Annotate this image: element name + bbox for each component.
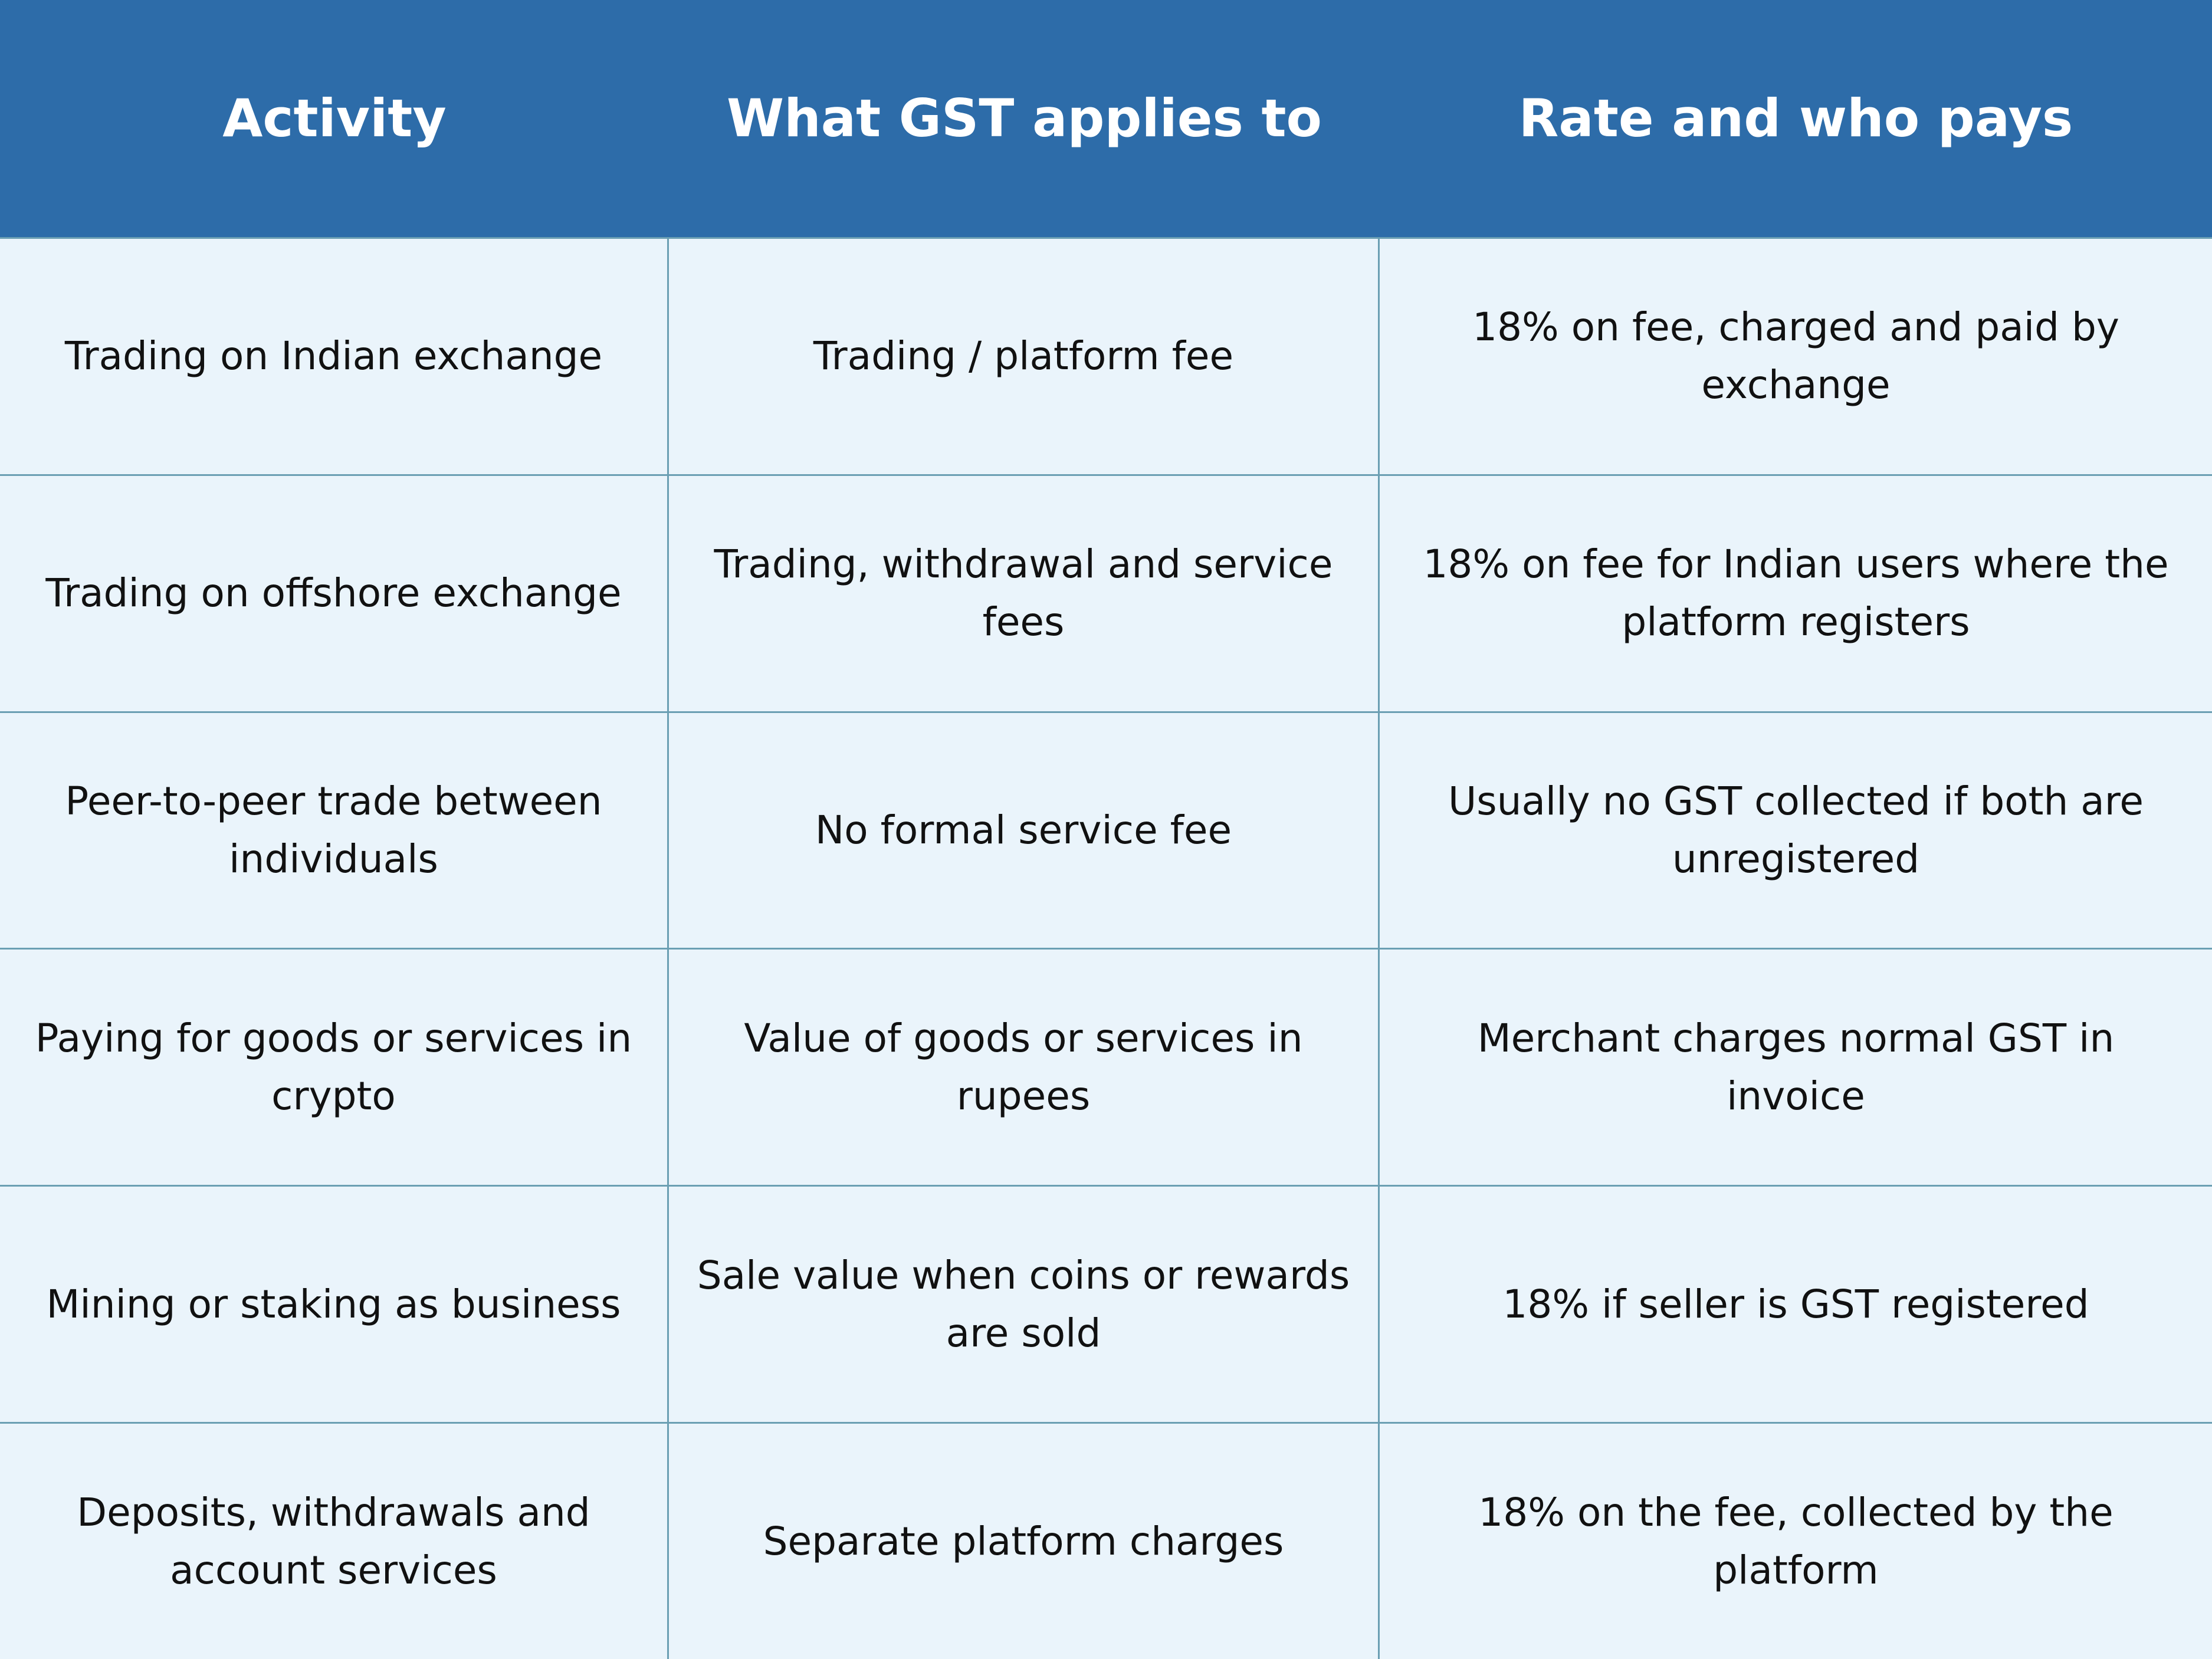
table-cell: Deposits, withdrawals and account servic… (0, 1422, 669, 1659)
column-header: Rate and who pays (1380, 0, 2212, 237)
table-cell: 18% on the fee, collected by the platfor… (1380, 1422, 2212, 1659)
table-cell: 18% on fee, charged and paid by exchange (1380, 236, 2212, 474)
table-cell: Mining or staking as business (0, 1185, 669, 1423)
table-cell: Trading / platform fee (669, 236, 1380, 474)
table-cell: Trading on offshore exchange (0, 474, 669, 711)
table-cell: Peer-to-peer trade between individuals (0, 711, 669, 948)
table-cell: Sale value when coins or rewards are sol… (669, 1185, 1380, 1423)
table-cell: Separate platform charges (669, 1422, 1380, 1659)
column-header: What GST applies to (669, 0, 1380, 237)
table-cell: No formal service fee (669, 711, 1380, 948)
table-cell: 18% if seller is GST registered (1380, 1185, 2212, 1423)
table-cell: Usually no GST collected if both are unr… (1380, 711, 2212, 948)
column-header: Activity (0, 0, 669, 237)
table-cell: Trading on Indian exchange (0, 236, 669, 474)
table-cell: Trading, withdrawal and service fees (669, 474, 1380, 711)
table-cell: Value of goods or services in rupees (669, 948, 1380, 1185)
table-cell: 18% on fee for Indian users where the pl… (1380, 474, 2212, 711)
table-cell: Paying for goods or services in crypto (0, 948, 669, 1185)
table-cell: Merchant charges normal GST in invoice (1380, 948, 2212, 1185)
